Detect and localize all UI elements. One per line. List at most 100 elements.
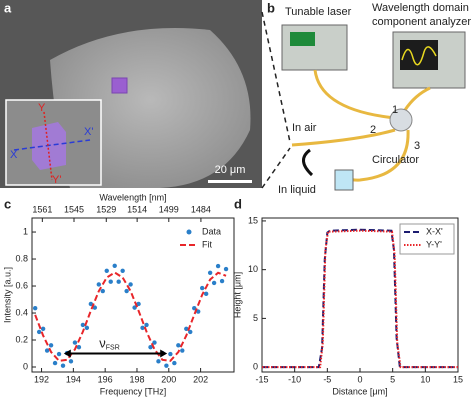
plot-frame: [31, 217, 235, 373]
zoom-line: [261, 147, 291, 189]
circulator: [389, 108, 413, 132]
y-tick-label: 5: [253, 313, 258, 323]
data-point: [72, 340, 78, 345]
x-tick-label: 5: [390, 374, 395, 384]
panel-label: a: [4, 0, 12, 15]
legend-label: Data: [202, 226, 221, 236]
data-point: [108, 279, 113, 284]
beaker: [334, 169, 354, 191]
x2-tick-label: 1545: [64, 204, 84, 214]
x-tick-label: 192: [34, 374, 49, 384]
data-point: [48, 343, 54, 348]
legend-label: Fit: [202, 239, 212, 249]
data-point: [44, 348, 50, 353]
legend-swatch: [186, 229, 192, 235]
data-point: [144, 322, 149, 328]
y-tick-label: 1: [23, 226, 28, 236]
label: X: [10, 149, 18, 161]
data-point: [96, 282, 102, 287]
data-point: [92, 305, 98, 310]
fsr-label: νFSR: [99, 336, 120, 351]
x2-axis-label: Wavelength [nm]: [99, 192, 166, 202]
label: Wavelength domain: [372, 2, 469, 14]
data-point: [215, 263, 221, 269]
y-tick-label: 0: [23, 361, 28, 371]
data-point: [104, 268, 109, 273]
port: 1: [392, 104, 398, 116]
data-point: [128, 282, 133, 287]
data-point: [132, 305, 137, 310]
data-point: [211, 280, 217, 286]
fiber: [291, 128, 396, 147]
data-point: [152, 340, 157, 345]
line: [262, 229, 458, 369]
x-tick-label: -15: [255, 374, 268, 384]
fiber: [313, 69, 396, 120]
label: Y: [38, 102, 46, 114]
data-point: [199, 285, 205, 291]
data-point: [120, 268, 125, 273]
scale-label: 20 μm: [215, 164, 246, 176]
label: X': [84, 126, 93, 138]
y-tick-label: 0.6: [15, 280, 28, 290]
label: Y': [52, 174, 61, 186]
laser: [281, 24, 348, 71]
data-point: [124, 288, 129, 294]
data-point: [207, 270, 213, 275]
panel-label: d: [234, 196, 242, 211]
x-tick-label: 194: [66, 374, 81, 384]
trace: [401, 46, 437, 66]
fsr-subscript: FSR: [106, 344, 120, 351]
x-tick-label: -10: [288, 374, 301, 384]
legend-label: Y-Y': [426, 239, 442, 249]
data-point: [36, 329, 42, 335]
data-point: [68, 359, 74, 364]
x-tick-label: 202: [193, 374, 208, 384]
y-tick-label: 0.8: [15, 253, 28, 263]
fiber: [403, 86, 431, 111]
data-point: [88, 301, 94, 307]
laser-screen: [290, 32, 315, 46]
data-point: [219, 278, 225, 284]
data-point: [196, 309, 201, 314]
y-tick-label: 15: [248, 215, 258, 225]
x-tick-label: 198: [129, 374, 144, 384]
x-axis-label: Distance [μm]: [332, 386, 387, 396]
data-point: [32, 305, 38, 311]
x-tick-label: 200: [161, 374, 176, 384]
label: component analyzer: [372, 16, 471, 28]
data-point: [184, 326, 189, 332]
analyzer-screen: [400, 40, 438, 70]
micro-cube: [111, 77, 128, 94]
y-tick-label: 0.4: [15, 307, 28, 317]
data-point: [156, 359, 161, 364]
data-point: [176, 343, 181, 348]
x2-tick-label: 1561: [32, 204, 52, 214]
legend-box: [399, 223, 455, 255]
y-axis-label: Height [μm]: [232, 272, 242, 318]
label: In air: [292, 122, 317, 134]
x2-tick-label: 1529: [96, 204, 116, 214]
x2-tick-label: 1499: [159, 204, 179, 214]
fsr-symbol: ν: [99, 336, 106, 351]
x2-tick-label: 1514: [127, 204, 147, 214]
x-tick-label: 0: [357, 374, 362, 384]
y-tick-label: 10: [248, 264, 258, 274]
y-tick-label: 0: [253, 362, 258, 372]
x-tick-label: 15: [453, 374, 463, 384]
label: In liquid: [278, 184, 316, 196]
y-tick-label: 0.2: [15, 334, 28, 344]
data-point: [148, 344, 153, 350]
data-point: [140, 325, 145, 331]
scale-bar: [208, 180, 252, 183]
label: Tunable laser: [285, 6, 352, 18]
zoom-line: [261, 11, 291, 143]
port: 2: [370, 124, 376, 136]
data-point: [52, 360, 58, 366]
data-point: [172, 360, 177, 366]
y-axis-label: Intensity [a.u.]: [2, 267, 12, 323]
x-tick-label: 10: [420, 374, 430, 384]
label: Circulator: [372, 154, 419, 166]
data-point: [192, 305, 197, 311]
data-point: [76, 344, 82, 350]
